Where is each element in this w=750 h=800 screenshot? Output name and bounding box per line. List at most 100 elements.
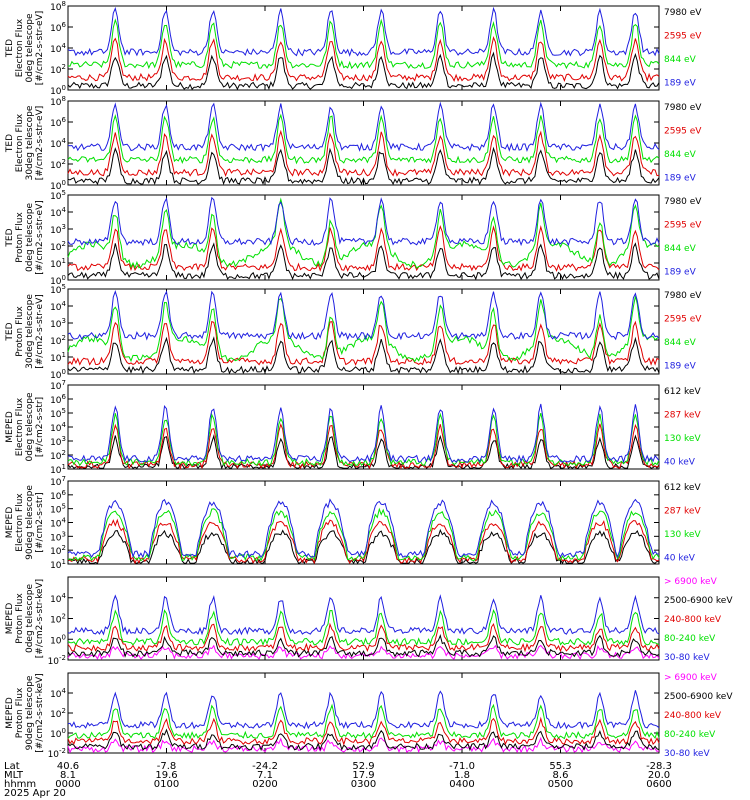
y-tick-label: 103 [50, 317, 66, 330]
y-tick-label: 101 [50, 257, 66, 270]
y-axis-label: MEPEDElectron Flux90deg telescope[#/cm2-… [5, 485, 45, 560]
x-tick-label-lat: -71.0 [449, 761, 475, 772]
panel-1: 100 102 104 106 108 TEDElectron Flux0deg tele… [5, 0, 702, 97]
series-line [67, 498, 660, 559]
series-line [67, 633, 660, 658]
y-tick-label: 105 [50, 503, 66, 516]
y-axis-label-line: 0deg telescope [25, 584, 35, 654]
series-line [67, 412, 660, 467]
y-axis-label-line: Proton Flux [15, 687, 25, 738]
series-line [67, 434, 660, 470]
x-date-label: 2025 Apr 20 [4, 788, 66, 799]
panel-7: 10-2 100 102 104 MEPEDProton Flux0deg telesc… [5, 576, 733, 667]
series-line [67, 35, 660, 83]
legend-entry: 612 keV [664, 387, 701, 397]
x-tick-label-hhmm: 0100 [154, 779, 179, 790]
y-tick-label: 100 [50, 368, 66, 381]
legend-entry: 287 keV [664, 507, 701, 517]
y-tick-label: 105 [50, 407, 66, 420]
legend-entry: 2595 eV [664, 127, 702, 137]
x-row-label-hhmm: hhmm [4, 779, 36, 790]
series-line [67, 703, 660, 740]
series-line [67, 728, 660, 752]
y-axis-label-line: MEPED [5, 697, 15, 729]
y-axis-label-line: 0deg telescope [25, 203, 35, 273]
series-line [67, 197, 660, 270]
x-tick-label-lat: 52.9 [352, 761, 374, 772]
y-axis-label: MEPEDProton Flux0deg telescope[#/cm2-s-s… [5, 579, 45, 658]
x-tick-label-lat: 55.3 [549, 761, 571, 772]
y-axis-label-line: [#/cm2-s-str-keV] [35, 579, 45, 658]
y-tick-label: 102 [50, 334, 66, 347]
legend-entry: 2595 eV [664, 221, 702, 231]
y-axis-label-line: Electron Flux [15, 113, 25, 172]
series-line [67, 290, 660, 341]
legend-entry: 2500-6900 keV [664, 692, 733, 702]
x-tick-label-lat: -24.2 [252, 761, 278, 772]
y-axis-label-line: MEPED [5, 603, 15, 635]
x-row-label-mlt: MLT [4, 770, 24, 781]
y-tick-label: 102 [50, 707, 66, 720]
y-tick-label: 102 [50, 240, 66, 253]
legend-entry: 189 eV [664, 174, 697, 184]
y-tick-label: 102 [50, 63, 66, 76]
y-axis-label: TEDElectron Flux0deg telescope[#/cm2-s-s… [5, 11, 45, 86]
series-line [67, 690, 660, 730]
y-tick-label: 101 [50, 463, 66, 476]
legend-entry: 7980 eV [664, 291, 702, 301]
y-axis-label-line: MEPED [5, 507, 15, 539]
panel-frame [67, 384, 660, 470]
y-tick-label: 100 [50, 633, 66, 646]
y-tick-label: 106 [50, 489, 66, 502]
y-tick-label: 102 [50, 449, 66, 462]
x-tick-label-mlt: 19.6 [155, 770, 177, 781]
y-axis-label-line: 90deg telescope [25, 485, 35, 560]
series-line [67, 296, 660, 363]
series-line [67, 101, 660, 153]
x-tick-label-hhmm: 0500 [548, 779, 573, 790]
y-tick-label: 101 [50, 351, 66, 364]
y-axis-label: TEDElectron Flux30deg telescope[#/cm2-s-… [5, 105, 45, 180]
series-line [67, 716, 660, 746]
x-tick-label-mlt: 8.6 [553, 770, 569, 781]
series-line [67, 242, 660, 281]
panel-frame [67, 480, 660, 565]
y-tick-label: 102 [50, 613, 66, 626]
legend-entry: 30-80 keV [664, 653, 710, 663]
panel-frame [67, 5, 660, 91]
y-axis-label-line: Proton Flux [15, 212, 25, 263]
legend-entry: 2595 eV [664, 32, 702, 42]
legend-entry: 40 keV [664, 554, 696, 564]
y-tick-label: 108 [50, 95, 66, 108]
x-tick-label-hhmm: 0200 [252, 779, 277, 790]
y-axis-label-line: [#/cm2-s-str] [35, 492, 45, 552]
panels: 100 102 104 106 108 TEDElectron Flux0deg tele… [5, 0, 733, 760]
y-tick-label: 102 [50, 544, 66, 557]
y-tick-label: 102 [50, 158, 66, 171]
y-tick-label: 100 [50, 727, 66, 740]
y-tick-label: 100 [50, 179, 66, 192]
legend-entry: 844 eV [664, 338, 697, 348]
x-row-label-lat: Lat [4, 761, 20, 772]
y-axis-label: MEPEDElectron Flux0deg telescope[#/cm2-s… [5, 392, 45, 462]
x-tick-label-lat: -28.3 [646, 761, 672, 772]
panel-4: 100 101 102 103 104 105 TEDProton Flux30deg te… [5, 283, 702, 381]
y-tick-label: 104 [50, 517, 66, 530]
series-line [67, 608, 660, 647]
y-tick-label: 108 [50, 0, 66, 13]
y-axis-label-line: MEPED [5, 411, 15, 443]
y-axis-label-line: [#/cm2-s-str-eV] [35, 106, 45, 181]
legend-entry: 40 keV [664, 458, 696, 468]
y-axis-label-line: 30deg telescope [25, 294, 35, 369]
series-line [67, 146, 660, 186]
series-line [67, 594, 660, 636]
y-tick-label: 103 [50, 530, 66, 543]
legend-entry: 7980 eV [664, 103, 702, 113]
series-line [67, 736, 660, 754]
y-axis-label-line: Proton Flux [15, 306, 25, 357]
legend-entry: 189 eV [664, 362, 697, 372]
legend-entry: 844 eV [664, 55, 697, 65]
